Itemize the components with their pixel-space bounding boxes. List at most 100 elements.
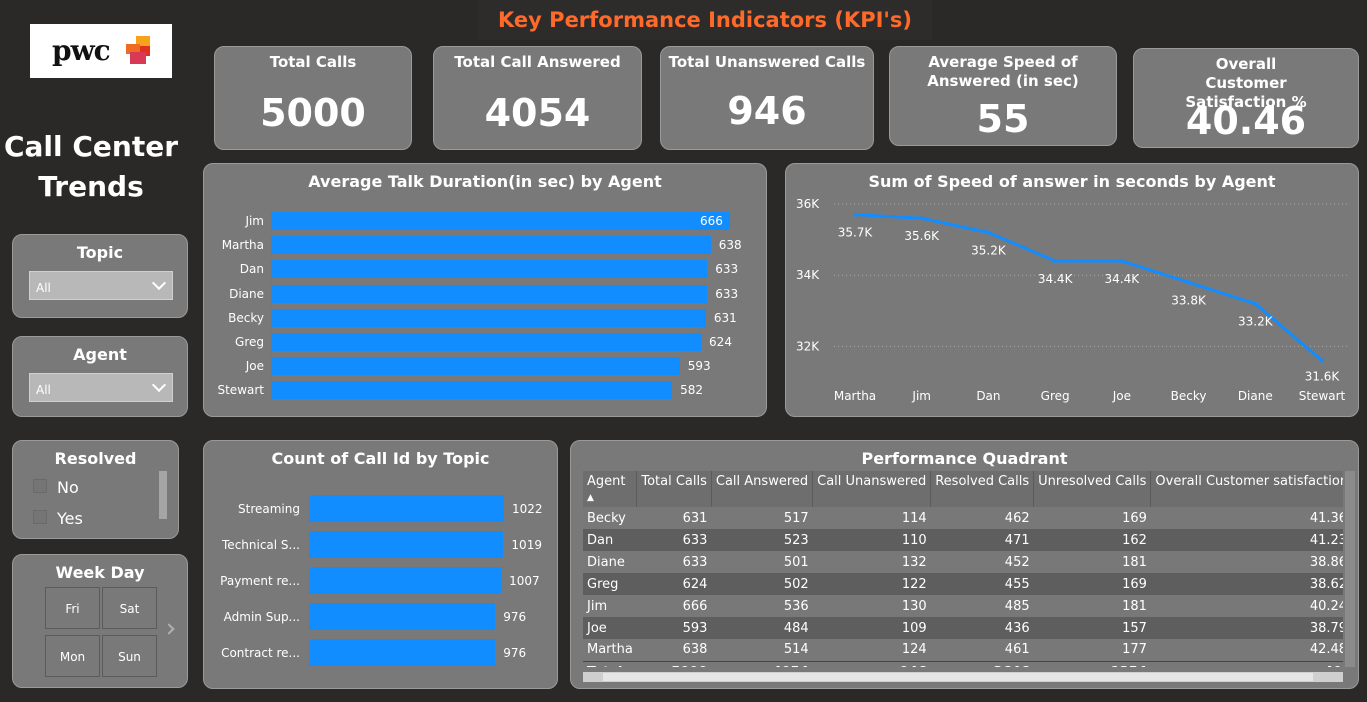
bar-data-label: 633 bbox=[715, 286, 739, 301]
weekday-tile-sat[interactable]: Sat bbox=[102, 587, 157, 629]
table-cell-unanswered: 132 bbox=[901, 554, 927, 570]
y-tick-label: 36K bbox=[796, 197, 820, 211]
table-cell-total: 666 bbox=[682, 598, 708, 614]
quadrant-table: Agent ▲ Total Calls Call Answered Call Un… bbox=[583, 471, 1343, 667]
table-cell-answered: 514 bbox=[783, 642, 809, 658]
bar[interactable] bbox=[271, 212, 730, 230]
table-total-row[interactable]: Total500040549463646135440.46 bbox=[583, 660, 1343, 667]
table-cell-csat: 38.62 bbox=[1150, 573, 1343, 595]
kpi-value: 55 bbox=[976, 97, 1030, 141]
bar[interactable] bbox=[309, 567, 502, 594]
table-row[interactable]: Martha 638 514 124 461 177 42.48 bbox=[583, 639, 1343, 661]
chevron-down-icon bbox=[151, 377, 167, 393]
x-tick-label: Martha bbox=[834, 389, 876, 403]
table-cell-answered: 502 bbox=[711, 573, 813, 595]
data-point[interactable] bbox=[1119, 258, 1124, 263]
column-header-csat[interactable]: Overall Customer satisfaction % bbox=[1150, 471, 1343, 507]
weekday-tile-sun[interactable]: Sun bbox=[102, 635, 157, 677]
column-header-agent[interactable]: Agent ▲ bbox=[583, 471, 638, 507]
data-label: 31.6K bbox=[1305, 370, 1341, 384]
table-row[interactable]: Diane 633 501 132 452 181 38.86 bbox=[583, 551, 1343, 573]
bar[interactable] bbox=[309, 639, 496, 666]
weekday-tile-fri[interactable]: Fri bbox=[45, 587, 100, 629]
topic-slicer-label: Topic bbox=[76, 243, 124, 262]
resolved-scrollbar[interactable] bbox=[159, 471, 167, 519]
data-point[interactable] bbox=[1186, 280, 1191, 285]
table-cell-csat: 38.86 bbox=[1151, 551, 1343, 573]
bar[interactable] bbox=[309, 603, 496, 630]
column-header-unresolved-calls[interactable]: Unresolved Calls bbox=[1033, 471, 1152, 507]
data-point[interactable] bbox=[1253, 301, 1258, 306]
data-point[interactable] bbox=[853, 212, 857, 217]
scroll-thumb[interactable] bbox=[603, 673, 1313, 681]
table-row[interactable]: Joe 593 484 109 436 157 38.79 bbox=[583, 617, 1343, 639]
resolved-no-checkbox[interactable] bbox=[33, 479, 47, 493]
x-tick-label: Stewart bbox=[1299, 389, 1346, 403]
kpi-value: 4054 bbox=[484, 91, 591, 135]
topic-count-chart: Count of Call Id by Topic Streaming 1022 T… bbox=[203, 440, 558, 689]
column-header-call-unanswered[interactable]: Call Unanswered bbox=[812, 471, 932, 507]
table-cell-unanswered: 122 bbox=[812, 573, 931, 595]
weekday-tile-mon[interactable]: Mon bbox=[45, 635, 100, 677]
table-cell-agent: Joe bbox=[583, 617, 637, 639]
data-label: 35.7K bbox=[838, 226, 874, 240]
kpi-total-unanswered: Total Unanswered Calls 946 bbox=[660, 46, 874, 150]
topic-dropdown[interactable]: All bbox=[29, 271, 173, 300]
chart-title: Sum of Speed of answer in seconds by Age… bbox=[868, 172, 1276, 191]
bar-data-label: 1019 bbox=[511, 537, 542, 552]
bar[interactable] bbox=[271, 333, 702, 351]
agent-dropdown[interactable]: All bbox=[29, 373, 173, 402]
table-row[interactable]: Dan 633 523 110 471 162 41.23 bbox=[583, 529, 1343, 551]
data-point[interactable] bbox=[919, 216, 924, 221]
pwc-logo: pwc bbox=[30, 24, 172, 78]
table-cell-csat: 41.23 bbox=[1150, 529, 1343, 551]
bar[interactable] bbox=[271, 284, 708, 303]
bar-data-label: 631 bbox=[713, 310, 737, 325]
column-header-call-answered[interactable]: Call Answered bbox=[711, 471, 814, 507]
table-cell-unanswered: 946 bbox=[812, 660, 931, 667]
data-label: 33.8K bbox=[1171, 293, 1207, 307]
kpi-value: 5000 bbox=[260, 91, 366, 135]
bar-category-label: Greg bbox=[235, 335, 264, 349]
chart-title: Average Talk Duration(in sec) by Agent bbox=[308, 172, 662, 191]
x-tick-label: Jim bbox=[911, 389, 931, 403]
bar-category-label: Joe bbox=[245, 359, 264, 374]
table-row[interactable]: Becky 631 517 114 462 169 41.36 bbox=[583, 507, 1343, 529]
column-header-resolved-calls[interactable]: Resolved Calls bbox=[930, 471, 1035, 507]
bar[interactable] bbox=[309, 531, 504, 558]
table-cell-resolved: 455 bbox=[930, 573, 1034, 595]
bar-data-label: 1007 bbox=[509, 573, 540, 588]
resolved-yes-checkbox[interactable] bbox=[33, 510, 47, 524]
table-cell-csat: 40.24 bbox=[1151, 595, 1343, 617]
column-header-total-calls[interactable]: Total Calls bbox=[636, 471, 712, 507]
kpi-label: Overall Customer Satisfaction % bbox=[1185, 55, 1307, 111]
table-cell-resolved: 485 bbox=[1004, 598, 1030, 614]
table-row[interactable]: Greg 624 502 122 455 169 38.62 bbox=[583, 573, 1343, 595]
bar[interactable] bbox=[271, 236, 711, 255]
chevron-right-icon[interactable] bbox=[163, 623, 175, 635]
resolved-no-label: No bbox=[57, 478, 79, 497]
bar[interactable] bbox=[271, 260, 708, 279]
bar[interactable] bbox=[271, 357, 680, 376]
speed-answer-plot: 36K 34K 32K Martha 35.7K Jim 35.6K Dan 35.2K Greg… bbox=[796, 197, 1348, 403]
series-line[interactable] bbox=[854, 213, 1323, 362]
data-point[interactable] bbox=[1053, 258, 1058, 263]
bar[interactable] bbox=[271, 381, 673, 400]
table-row[interactable]: Jim 666 536 130 485 181 40.24 bbox=[583, 595, 1343, 617]
table-cell-unanswered: 109 bbox=[812, 617, 931, 639]
table-cell-csat: 38.79 bbox=[1150, 617, 1343, 639]
table-cell-unresolved: 169 bbox=[1033, 573, 1151, 595]
table-cell-agent: Greg bbox=[583, 573, 637, 595]
bar[interactable] bbox=[309, 495, 504, 522]
table-cell-total: 633 bbox=[636, 529, 712, 551]
table-horizontal-scrollbar[interactable] bbox=[583, 672, 1343, 682]
bar-category-label: Stewart bbox=[217, 383, 264, 398]
table-cell-unanswered: 110 bbox=[812, 529, 931, 551]
bar-category-label: Technical S... bbox=[222, 537, 300, 552]
data-point[interactable] bbox=[986, 230, 991, 235]
table-vertical-scrollbar[interactable] bbox=[1345, 471, 1355, 667]
bar[interactable] bbox=[271, 308, 706, 327]
logo-mark-icon bbox=[126, 36, 150, 64]
kpi-label: Total Call Answered bbox=[454, 53, 621, 71]
data-point[interactable] bbox=[1320, 358, 1324, 363]
